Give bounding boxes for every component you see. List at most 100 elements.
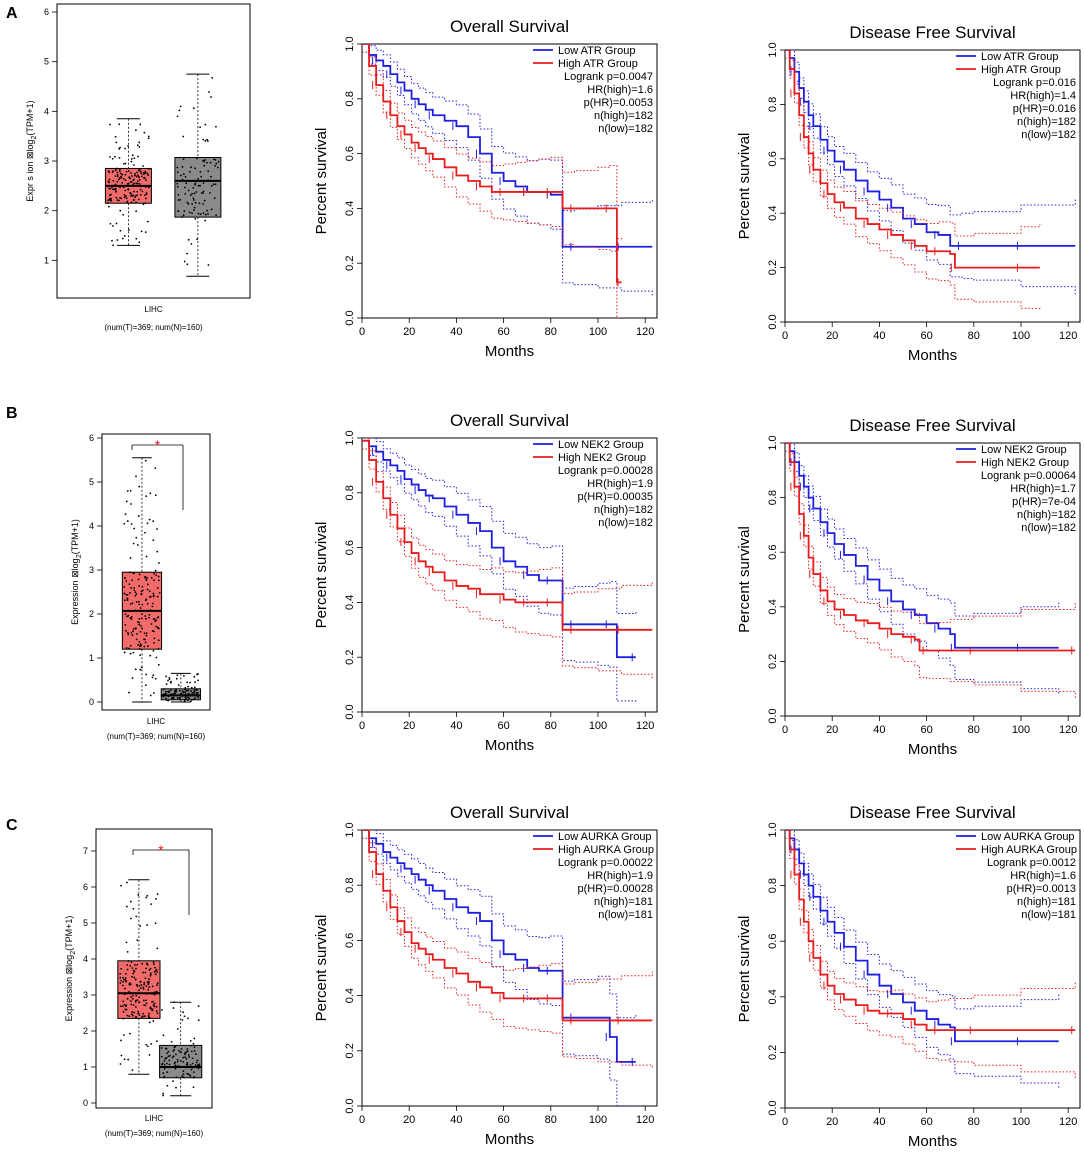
box-sample-point: [140, 666, 143, 669]
box-sample-point: [135, 593, 138, 595]
box-sample-point: [137, 515, 140, 517]
box-sample-point: [157, 647, 160, 650]
box-sample-point: [166, 1084, 169, 1087]
box-sample-point: [147, 137, 150, 140]
box-sample-point: [138, 648, 141, 650]
box-sample-point: [190, 1044, 192, 1047]
box-sample-point: [128, 177, 131, 180]
box-sample-point: [193, 1037, 196, 1040]
box-caption: (num(T)=369; num(N)=160): [104, 323, 203, 332]
box-sample-point: [138, 623, 141, 626]
box-sample-point: [125, 593, 127, 596]
box-sample-point: [123, 599, 126, 602]
box-sample-point: [107, 202, 109, 204]
box-sample-point: [162, 1034, 165, 1037]
box-sample-point: [138, 241, 141, 244]
box-sample-point: [165, 683, 168, 686]
km-ci-upper-low: [785, 50, 1076, 216]
box-sample-point: [149, 654, 152, 657]
box-sample-point: [136, 190, 139, 193]
box-sample-point: [114, 188, 117, 191]
km-y-tick-label: 0.4: [344, 595, 356, 610]
box-sample-point: [133, 587, 136, 589]
box-sample-point: [190, 698, 193, 701]
box-sample-point: [126, 997, 129, 1000]
box-sample-point: [130, 1003, 133, 1006]
box-sample-point: [182, 135, 185, 138]
km-stat-line: n(high)=182: [1017, 509, 1076, 521]
box-sample-point: [148, 616, 150, 619]
km-x-tick-label: 60: [920, 1116, 932, 1128]
box-sample-point: [197, 691, 199, 694]
km-title: Overall Survival: [450, 411, 569, 430]
box-sample-point: [211, 77, 214, 79]
box-sample-point: [187, 699, 189, 702]
box-sample-point: [127, 1058, 130, 1061]
box-sample-point: [132, 907, 135, 910]
box-sample-point: [122, 186, 125, 189]
km-x-tick-label: 20: [403, 326, 415, 338]
box-sample-point: [134, 1006, 137, 1008]
box-sample-point: [148, 1012, 151, 1015]
box-sample-point: [165, 675, 168, 678]
box-sample-point: [162, 694, 165, 696]
box-sample-point: [131, 175, 133, 177]
box-sample-point: [124, 623, 127, 626]
km-curve-high: [362, 830, 653, 1022]
box-sample-point: [187, 1017, 189, 1020]
km-x-axis-label: Months: [485, 1131, 534, 1148]
km-x-tick-label: 60: [497, 1114, 509, 1126]
km-x-tick-label: 120: [1059, 1116, 1077, 1128]
box-sample-point: [184, 686, 187, 689]
km-y-tick-label: 1.0: [767, 435, 779, 450]
box-y-tick-label: 4: [89, 521, 94, 531]
box-sample-point: [118, 168, 121, 171]
box-sample-point: [151, 630, 154, 632]
box-sample-point: [123, 987, 126, 990]
box-sample-point: [183, 260, 186, 263]
box-sample-point: [182, 173, 185, 176]
box-sample-point: [131, 634, 134, 637]
box-sample-point: [144, 617, 147, 620]
box-y-label-main: Expr s ion: [25, 159, 35, 202]
box-sample-point: [176, 1058, 179, 1061]
box-sample-point: [176, 1060, 179, 1063]
box-sample-point: [121, 976, 124, 979]
box-sample-point: [156, 991, 158, 993]
box-sample-point: [156, 971, 158, 973]
box-sample-point: [119, 1063, 122, 1065]
box-sample-point: [138, 182, 141, 185]
box-sample-point: [162, 1092, 165, 1095]
box-sample-point: [197, 1019, 200, 1022]
km-y-tick-label: 0.6: [767, 151, 779, 166]
km-curve-high: [362, 44, 622, 284]
box-sample-point: [147, 1014, 150, 1017]
km-x-tick-label: 120: [636, 720, 654, 732]
km-legend-label: High AURKA Group: [981, 844, 1077, 856]
box-sample-point: [130, 171, 132, 174]
km-y-tick-label: 0.8: [767, 490, 779, 505]
box-sample-point: [139, 630, 142, 633]
box-sample-point: [144, 1015, 146, 1018]
box-sample-point: [144, 977, 147, 980]
box-sample-point: [177, 1065, 180, 1067]
km-y-axis-label: Percent survival: [313, 522, 330, 629]
box-sample-point: [139, 654, 142, 657]
box-sample-point: [188, 697, 191, 700]
box-sample-point: [208, 91, 210, 93]
box-sample-point: [202, 138, 205, 141]
km-y-tick-label: 0.6: [767, 934, 779, 949]
box-sample-point: [186, 694, 189, 697]
box-sample-point: [191, 692, 193, 695]
box-y-tick-label: 0: [89, 697, 94, 707]
box-sample-point: [137, 1012, 140, 1015]
box-sample-point: [168, 1059, 171, 1062]
box-sample-point: [193, 192, 196, 195]
box-sample-point: [190, 166, 193, 169]
km-x-tick-label: 20: [826, 330, 838, 342]
box-sample-point: [182, 691, 185, 694]
km-y-tick-label: 0.2: [344, 650, 356, 665]
box-sample-point: [132, 627, 135, 630]
km-ci-upper-low: [785, 830, 1060, 1010]
box-sample-point: [129, 592, 131, 594]
